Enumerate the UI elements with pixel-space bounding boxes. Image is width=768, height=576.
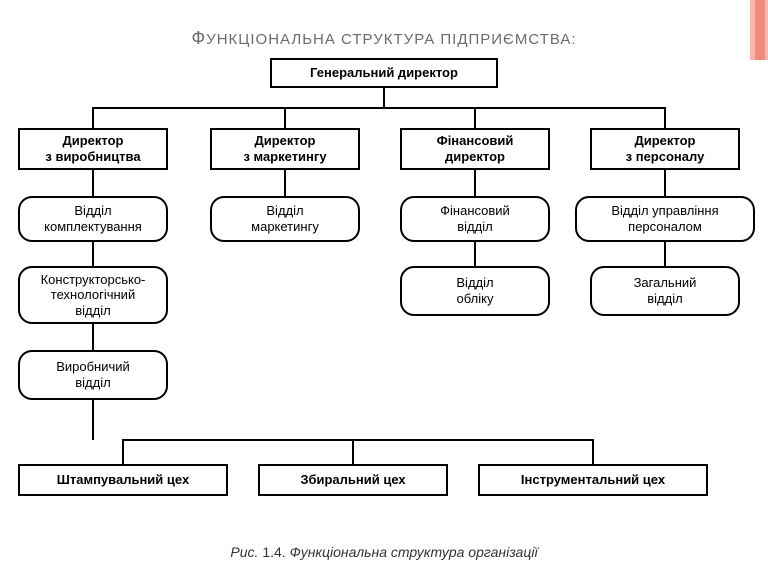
- node-root: Генеральний директор: [270, 58, 498, 88]
- node-v12: Конструкторсько-технологічнийвідділ: [18, 266, 168, 324]
- node-c2: Збиральний цех: [258, 464, 448, 496]
- node-v31: Фінансовийвідділ: [400, 196, 550, 242]
- node-d1: Директорз виробництва: [18, 128, 168, 170]
- title-first-letter: Ф: [191, 28, 206, 48]
- page-title: ФУНКЦІОНАЛЬНА СТРУКТУРА ПІДПРИЄМСТВА:: [0, 28, 768, 49]
- figure-caption: Рис. 1.4. Функціональна структура органі…: [0, 544, 768, 560]
- node-v13: Виробничийвідділ: [18, 350, 168, 400]
- node-c3: Інструментальний цех: [478, 464, 708, 496]
- node-v21: Відділмаркетингу: [210, 196, 360, 242]
- node-c1: Штампувальний цех: [18, 464, 228, 496]
- caption-text: Функціональна структура організації: [290, 544, 538, 560]
- node-d2: Директорз маркетингу: [210, 128, 360, 170]
- caption-num: 1.4.: [262, 544, 289, 560]
- title-rest: УНКЦІОНАЛЬНА СТРУКТУРА ПІДПРИЄМСТВА:: [206, 31, 576, 48]
- node-v41: Відділ управлінняперсоналом: [575, 196, 755, 242]
- node-v11: Відділкомплектування: [18, 196, 168, 242]
- node-d3: Фінансовийдиректор: [400, 128, 550, 170]
- node-v32: Відділобліку: [400, 266, 550, 316]
- node-v42: Загальнийвідділ: [590, 266, 740, 316]
- node-d4: Директорз персоналу: [590, 128, 740, 170]
- caption-ric: Рис.: [230, 544, 262, 560]
